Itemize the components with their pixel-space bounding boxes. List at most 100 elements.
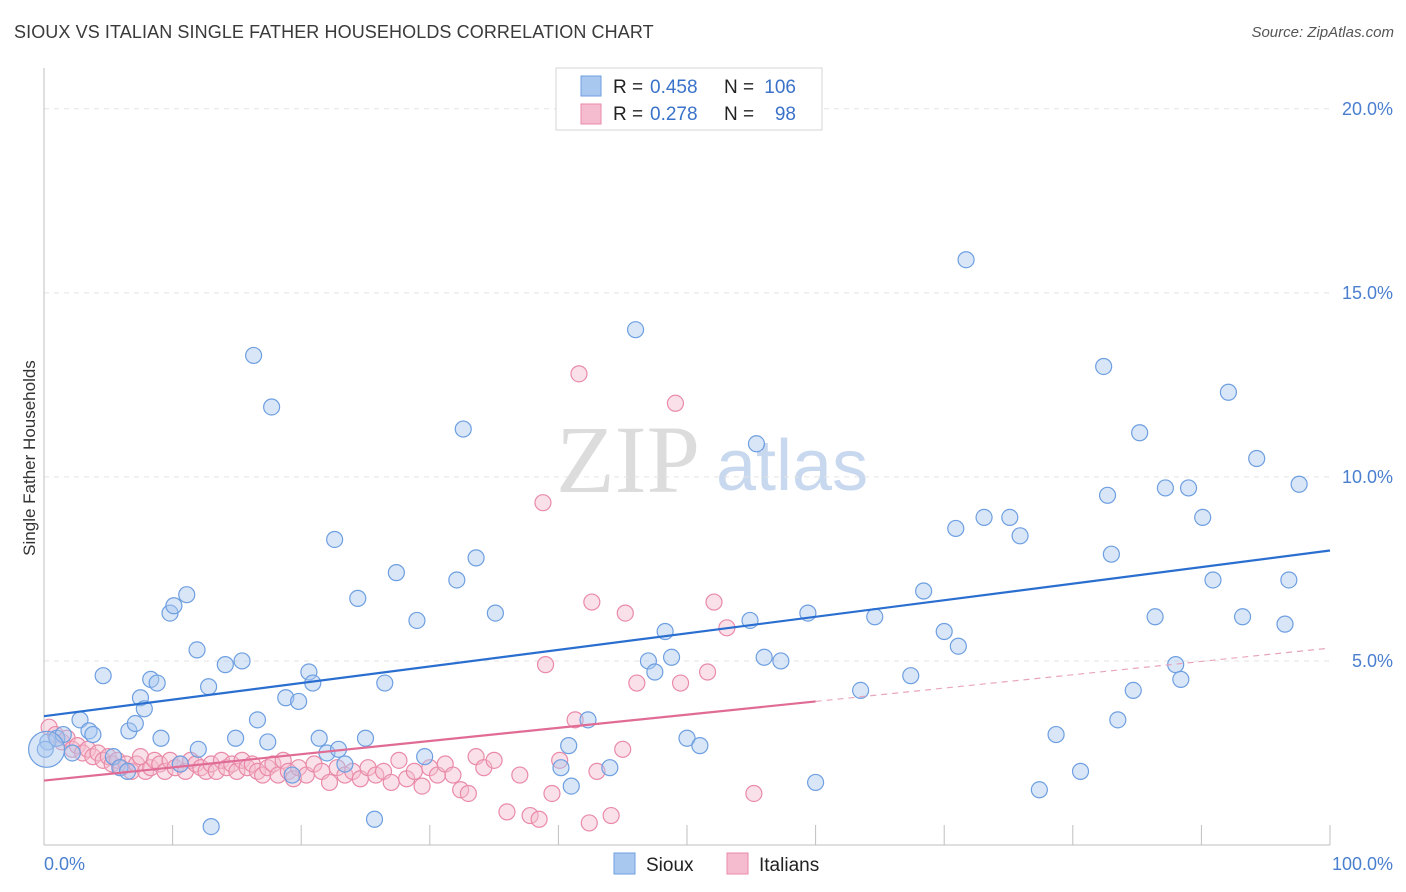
point-italians-81 — [543, 784, 561, 803]
point-italians-84 — [570, 365, 588, 383]
point-italians-61 — [382, 773, 400, 792]
point-sioux-75 — [915, 582, 933, 600]
point-sioux-68 — [755, 648, 773, 666]
trend-line-italians-extension — [815, 647, 1331, 703]
point-sioux-56 — [562, 777, 580, 795]
point-sioux-32 — [263, 398, 281, 416]
point-sioux-17 — [152, 729, 170, 747]
point-sioux-84 — [1047, 725, 1065, 744]
point-sioux-72 — [852, 681, 870, 700]
trend-line-italians — [43, 700, 816, 782]
point-italians-69 — [444, 766, 462, 784]
watermark-zip: ZIP — [556, 406, 700, 513]
point-sioux-50 — [448, 571, 466, 589]
point-sioux-91 — [1131, 424, 1149, 442]
point-sioux-65 — [691, 737, 709, 755]
point-sioux-78 — [949, 637, 967, 655]
point-sioux-3 — [63, 744, 81, 762]
point-sioux-40 — [326, 530, 344, 549]
point-italians-79 — [534, 494, 552, 512]
point-italians-93 — [671, 674, 690, 692]
point-sioux-96 — [1179, 479, 1198, 497]
point-sioux-52 — [467, 549, 485, 567]
point-sioux-99 — [1219, 383, 1238, 401]
point-sioux-105 — [36, 740, 54, 758]
point-sioux-43 — [349, 589, 367, 607]
point-sioux-38 — [310, 729, 328, 747]
point-sioux-cluster — [27, 730, 66, 768]
point-sioux-22 — [188, 641, 206, 659]
point-sioux-20 — [171, 755, 189, 773]
point-italians-88 — [602, 806, 620, 825]
point-sioux-88 — [1102, 545, 1120, 563]
trend-lines — [43, 549, 1331, 782]
legend-r-label-sioux: R = — [613, 77, 643, 98]
point-sioux-67 — [747, 435, 766, 453]
point-sioux-26 — [216, 656, 234, 674]
point-italians-78 — [530, 810, 548, 828]
point-sioux-80 — [975, 508, 993, 526]
gridlines — [44, 108, 1330, 662]
legend-bottom-label-italians: Italians — [759, 855, 819, 876]
point-italians-89 — [614, 740, 632, 758]
point-sioux-53 — [486, 604, 504, 622]
point-sioux-27 — [227, 729, 245, 747]
point-sioux-23 — [189, 740, 207, 758]
point-sioux-59 — [626, 321, 645, 339]
point-italians-71 — [459, 784, 477, 803]
point-sioux-51 — [454, 420, 472, 438]
x-tick-label-1: 100.0% — [1332, 854, 1393, 874]
y-tick-label-3: 20.0% — [1342, 99, 1393, 119]
point-italians-75 — [498, 803, 516, 821]
point-sioux-95 — [1172, 670, 1190, 688]
point-italians-62 — [390, 751, 408, 769]
point-sioux-58 — [601, 759, 619, 777]
point-sioux-30 — [248, 711, 267, 729]
point-sioux-34 — [283, 766, 301, 784]
point-sioux-92 — [1146, 608, 1164, 626]
point-sioux-29 — [245, 346, 263, 365]
x-tick-label-0: 0.0% — [44, 854, 85, 874]
point-italians-90 — [616, 604, 634, 622]
point-italians-94 — [698, 663, 717, 681]
data-points — [27, 251, 1308, 836]
point-sioux-61 — [646, 663, 664, 681]
point-sioux-64 — [678, 729, 696, 747]
point-sioux-36 — [300, 663, 318, 681]
point-sioux-13 — [131, 689, 150, 707]
point-italians-86 — [583, 593, 601, 611]
point-sioux-45 — [365, 810, 384, 828]
point-italians-64 — [405, 762, 423, 780]
legend-swatch-italians — [580, 103, 602, 125]
point-italians-87 — [588, 762, 606, 780]
point-sioux-21 — [178, 586, 196, 604]
point-sioux-6 — [84, 725, 102, 744]
point-sioux-101 — [1248, 449, 1266, 468]
point-sioux-47 — [387, 564, 405, 582]
legend-bottom-swatch-sioux — [613, 852, 636, 875]
point-sioux-71 — [806, 773, 825, 792]
point-italians-85 — [580, 814, 598, 832]
point-sioux-76 — [935, 622, 953, 641]
point-sioux-42 — [336, 755, 354, 773]
point-sioux-28 — [233, 652, 251, 670]
point-italians-97 — [745, 784, 763, 803]
point-italians-53 — [320, 773, 339, 792]
point-sioux-100 — [1233, 608, 1252, 626]
point-sioux-89 — [1109, 711, 1127, 729]
point-sioux-7 — [94, 667, 112, 685]
point-sioux-83 — [1030, 781, 1048, 799]
point-italians-92 — [666, 394, 685, 412]
point-sioux-48 — [408, 611, 426, 630]
legend-r-label-italians: R = — [613, 104, 643, 125]
legend-bottom-swatch-italians — [726, 852, 749, 875]
point-sioux-93 — [1156, 479, 1174, 497]
point-sioux-55 — [560, 737, 578, 755]
point-sioux-102 — [1276, 615, 1294, 633]
point-sioux-49 — [416, 748, 434, 766]
point-italians-74 — [485, 751, 503, 769]
point-sioux-25 — [202, 817, 220, 836]
y-tick-label-1: 10.0% — [1342, 467, 1393, 487]
axes — [43, 68, 1331, 846]
